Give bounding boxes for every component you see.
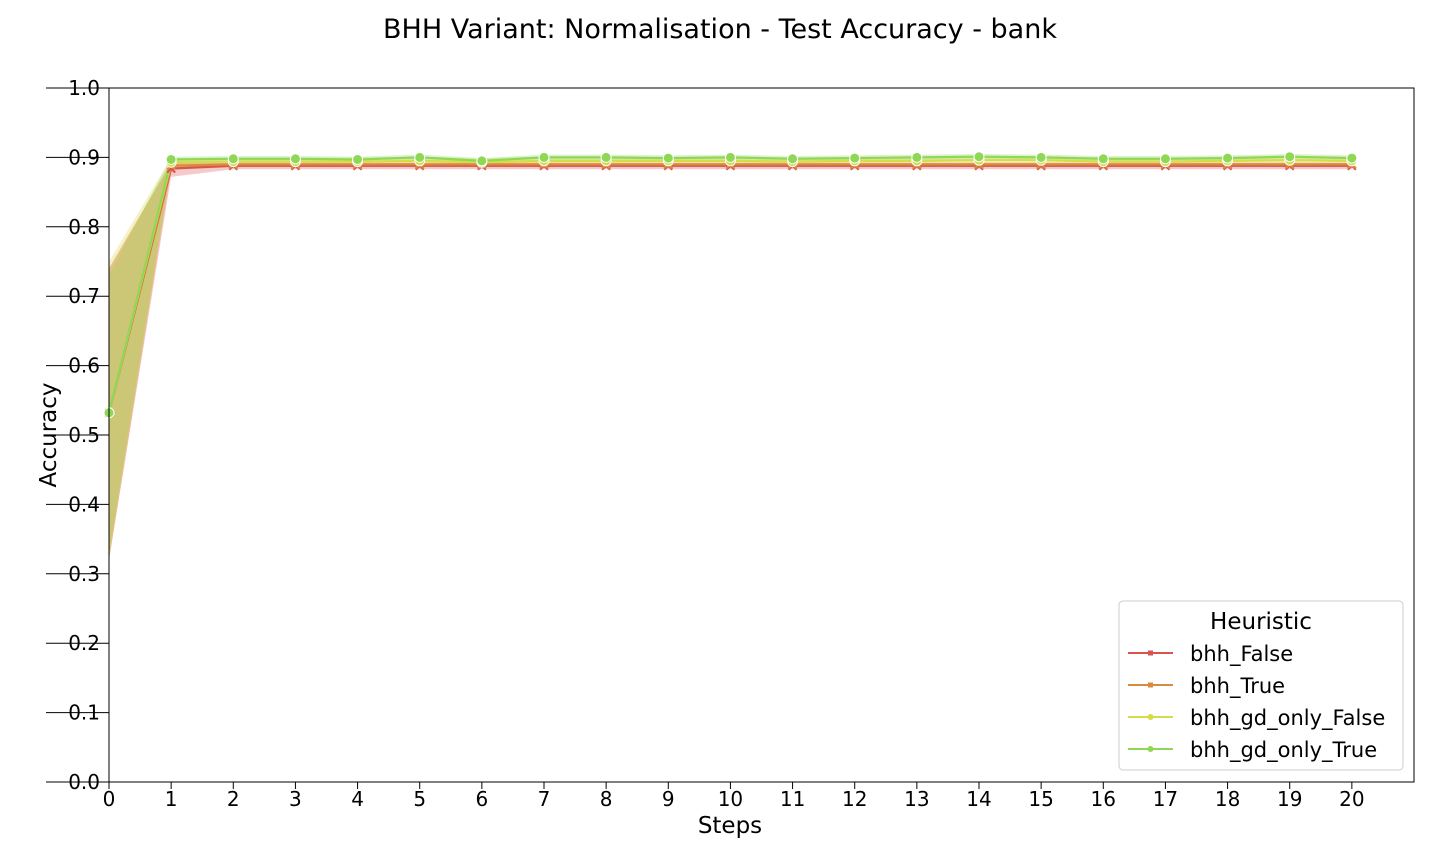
data-point-3-3 <box>289 153 301 165</box>
x-tick-label-13: 13 <box>904 787 929 811</box>
series-line-2 <box>107 159 1352 414</box>
y-tick-label-0: 0.0 <box>68 770 100 794</box>
x-axis-title: Steps <box>698 813 762 839</box>
legend-box <box>1118 600 1404 771</box>
data-point-3-17 <box>1159 153 1171 165</box>
x-tick-label-11: 11 <box>780 787 805 811</box>
x-tick-label-19: 19 <box>1277 787 1302 811</box>
x-tick-label-1: 1 <box>165 787 178 811</box>
y-axis-title: Accuracy <box>36 382 62 487</box>
x-tick-label-20: 20 <box>1339 787 1364 811</box>
y-tick-label-3: 0.3 <box>68 562 100 586</box>
x-tick-label-4: 4 <box>351 787 364 811</box>
y-tick-label-7: 0.7 <box>68 284 100 308</box>
x-tick-label-16: 16 <box>1091 787 1116 811</box>
data-point-3-19 <box>1284 151 1296 163</box>
y-tick-label-10: 1.0 <box>68 76 100 100</box>
chart-title: BHH Variant: Normalisation - Test Accura… <box>383 14 1057 45</box>
x-tick-label-3: 3 <box>289 787 302 811</box>
legend-swatch-marker-1 <box>1148 682 1153 688</box>
data-point-3-7 <box>538 151 550 163</box>
x-tick-label-7: 7 <box>538 787 551 811</box>
y-tick-label-5: 0.5 <box>68 423 100 447</box>
confidence-band-3 <box>109 153 1352 553</box>
legend-label-3: bhh_gd_only_True <box>1190 738 1377 763</box>
x-tick-label-17: 17 <box>1153 787 1178 811</box>
confidence-bands <box>109 153 1352 560</box>
y-tick-label-2: 0.2 <box>68 631 100 655</box>
data-point-3-1 <box>165 153 177 165</box>
x-tick-label-10: 10 <box>718 787 743 811</box>
legend-label-2: bhh_gd_only_False <box>1190 706 1385 731</box>
series-lines <box>107 155 1352 414</box>
data-point-3-4 <box>352 153 364 165</box>
x-tick-label-9: 9 <box>662 787 675 811</box>
confidence-band-2 <box>109 156 1352 560</box>
legend: Heuristic bhh_False bhh_True bhh_gd_only_Fa… <box>1118 600 1404 771</box>
data-point-3-14 <box>973 151 985 163</box>
x-tick-label-14: 14 <box>966 787 991 811</box>
x-tick-label-15: 15 <box>1028 787 1053 811</box>
y-tick-label-1: 0.1 <box>68 701 100 725</box>
series-markers <box>103 151 1358 419</box>
series-line-3 <box>107 155 1352 414</box>
series-line-1 <box>107 163 1352 414</box>
y-tick-label-6: 0.6 <box>68 354 100 378</box>
legend-swatch-marker-2 <box>1147 714 1154 720</box>
data-point-3-6 <box>476 155 488 167</box>
axes: 0.00.10.20.30.40.50.60.70.80.91.00 1 2 3 4 5 6… <box>46 76 1415 811</box>
data-point-3-5 <box>414 151 426 163</box>
y-tick-label-9: 0.9 <box>68 145 100 169</box>
data-point-3-11 <box>787 153 799 165</box>
x-tick-label-18: 18 <box>1215 787 1240 811</box>
data-point-3-20 <box>1346 152 1358 164</box>
y-tick-label-8: 0.8 <box>68 215 100 239</box>
data-point-3-2 <box>227 153 239 165</box>
y-tick-label-4: 0.4 <box>68 492 100 516</box>
x-tick-label-6: 6 <box>475 787 488 811</box>
x-tick-label-0: 0 <box>103 787 116 811</box>
x-tick-label-5: 5 <box>413 787 426 811</box>
legend-label-1: bhh_True <box>1190 674 1285 699</box>
data-point-3-18 <box>1222 152 1234 164</box>
confidence-band-0 <box>109 162 1352 560</box>
legend-swatch-marker-3 <box>1147 746 1154 752</box>
data-point-3-8 <box>600 151 612 163</box>
data-point-3-10 <box>724 151 736 163</box>
data-point-3-15 <box>1035 151 1047 163</box>
confidence-band-1 <box>109 162 1352 560</box>
series-line-0 <box>107 164 1352 414</box>
x-tick-label-8: 8 <box>600 787 613 811</box>
legend-label-0: bhh_False <box>1190 642 1293 667</box>
legend-title: Heuristic <box>1210 609 1312 635</box>
x-tick-label-2: 2 <box>227 787 240 811</box>
legend-swatch-marker-0 <box>1148 650 1153 656</box>
data-point-3-12 <box>849 152 861 164</box>
x-tick-label-12: 12 <box>842 787 867 811</box>
data-point-3-13 <box>911 151 923 163</box>
data-point-3-16 <box>1097 153 1109 165</box>
data-point-3-9 <box>662 152 674 164</box>
